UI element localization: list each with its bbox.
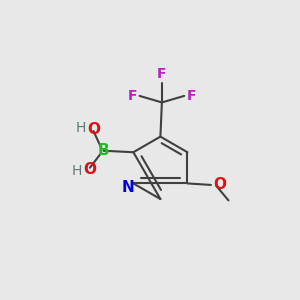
Text: B: B (98, 143, 109, 158)
Text: O: O (88, 122, 100, 137)
Text: F: F (186, 89, 196, 103)
Text: F: F (157, 67, 167, 81)
Text: H: H (76, 121, 86, 135)
Text: H: H (72, 164, 82, 178)
Text: O: O (213, 177, 226, 192)
Text: O: O (83, 162, 97, 177)
Text: F: F (128, 89, 137, 103)
Text: N: N (122, 179, 134, 194)
